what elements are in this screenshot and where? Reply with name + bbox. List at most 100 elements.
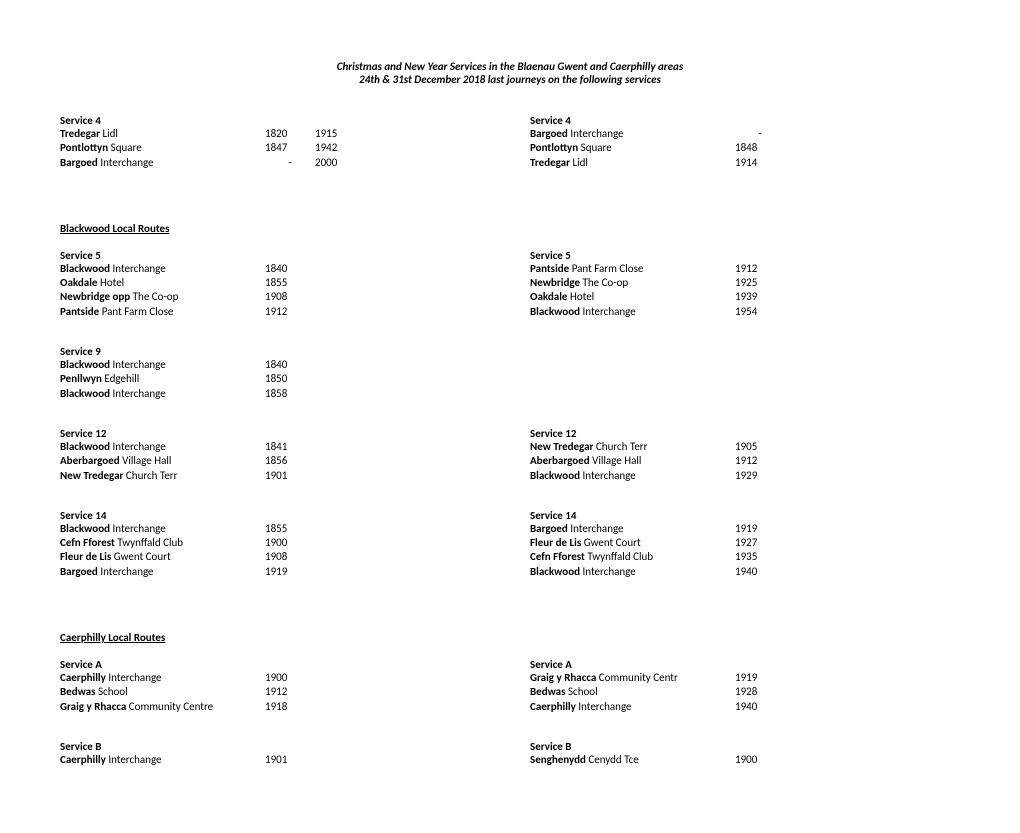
stop-name-bold: Pantside (60, 305, 99, 318)
stop-label: Blackwood Interchange (60, 262, 265, 276)
timetable-row: Blackwood Interchange1841 (60, 440, 440, 454)
timetable-row: Bargoed Interchange- (530, 127, 910, 141)
timetable-row: Senghenydd Cenydd Tce1900 (530, 753, 910, 767)
document-title: Christmas and New Year Services in the B… (200, 60, 820, 86)
stop-name-rest: Village Hall (590, 454, 642, 467)
timetable-row: Fleur de Lis Gwent Court1927 (530, 536, 910, 550)
stop-name-rest: Interchange (106, 671, 162, 684)
timetable-row: New Tredegar Church Terr1901 (60, 469, 440, 483)
stop-label: Blackwood Interchange (530, 305, 735, 319)
timetable-row: Oakdale Hotel1939 (530, 290, 910, 304)
time-1: 1954 (735, 305, 785, 319)
stop-name-bold: Bargoed (60, 565, 98, 578)
timetable-row: Tredegar Lidl18201915 (60, 127, 440, 141)
time-1: 1918 (265, 700, 315, 714)
service-name: Service B (60, 740, 440, 753)
stop-label: Oakdale Hotel (60, 276, 265, 290)
time-1: 1925 (735, 276, 785, 290)
time-1: 1939 (735, 290, 785, 304)
stop-name-bold: Senghenydd (530, 753, 586, 766)
timetable-row: Pontlottyn Square1848 (530, 141, 910, 155)
stop-label: Bargoed Interchange (530, 522, 735, 536)
stop-name-bold: Bedwas (530, 685, 566, 698)
time-1: 1912 (735, 454, 785, 468)
time-1: 1912 (735, 262, 785, 276)
stop-name-bold: Blackwood (60, 440, 110, 453)
timetable-row: Bedwas School1912 (60, 685, 440, 699)
time-2: 2000 (315, 156, 365, 170)
stop-name-rest: Interchange (110, 440, 166, 453)
stop-label: Bargoed Interchange (60, 565, 265, 579)
stop-name-rest: School (96, 685, 128, 698)
section-heading-caerphilly: Caerphilly Local Routes (60, 631, 960, 644)
stop-label: Penllwyn Edgehill (60, 372, 265, 386)
stop-label: Senghenydd Cenydd Tce (530, 753, 735, 767)
service-9-left: Service 9 Blackwood Interchange1840Penll… (60, 345, 440, 401)
stop-name-bold: Graig y Rhacca (60, 700, 126, 713)
timetable-row: Fleur de Lis Gwent Court1908 (60, 550, 440, 564)
timetable-row: Blackwood Interchange1940 (530, 565, 910, 579)
stop-label: Blackwood Interchange (60, 522, 265, 536)
stop-label: Aberbargoed Village Hall (530, 454, 735, 468)
stop-name-bold: Tredegar (60, 127, 100, 140)
stop-label: Blackwood Interchange (530, 565, 735, 579)
stop-name-rest: Interchange (98, 565, 154, 578)
stop-name-bold: Oakdale (530, 290, 567, 303)
service-a-right: Service A Graig y Rhacca Community Centr… (530, 658, 910, 714)
service-name: Service 5 (530, 249, 910, 262)
time-1: 1900 (735, 753, 785, 767)
stop-name-rest: Interchange (568, 522, 624, 535)
stop-name-bold: Blackwood (530, 469, 580, 482)
time-1: 1908 (265, 290, 315, 304)
stop-name-bold: Fleur de Lis (530, 536, 581, 549)
service-14-left: Service 14 Blackwood Interchange1855Cefn… (60, 509, 440, 579)
stop-name-rest: Gwent Court (111, 550, 170, 563)
stop-label: Blackwood Interchange (60, 440, 265, 454)
timetable-row: Bargoed Interchange -2000 (60, 156, 440, 170)
stop-label: Aberbargoed Village Hall (60, 454, 265, 468)
stop-label: Cefn Fforest Twynffald Club (60, 536, 265, 550)
stop-label: Graig y Rhacca Community Centre (60, 700, 265, 714)
timetable-row: Caerphilly Interchange1940 (530, 700, 910, 714)
stop-name-bold: Penllwyn (60, 372, 102, 385)
service-name: Service 4 (60, 114, 440, 127)
stop-name-bold: Aberbargoed (60, 454, 120, 467)
stop-name-bold: Newbridge (530, 276, 580, 289)
stop-name-bold: Bargoed (60, 156, 98, 169)
stop-name-rest: Lidl (100, 127, 118, 140)
time-1: - (265, 156, 315, 170)
service-5-right: Service 5 Pantside Pant Farm Close1912 Ne… (530, 249, 910, 319)
time-1: 1901 (265, 469, 315, 483)
stop-label: Pontlottyn Square (60, 141, 265, 155)
service-14-right: Service 14 Bargoed Interchange1919Fleur … (530, 509, 910, 579)
stop-name-bold: Bargoed (530, 522, 568, 535)
stop-name-bold: Pontlottyn (530, 141, 578, 154)
stop-name-bold: Tredegar (530, 156, 570, 169)
timetable-row: Cefn Fforest Twynffald Club1900 (60, 536, 440, 550)
stop-name-bold: Fleur de Lis (60, 550, 111, 563)
stop-label: Pantside Pant Farm Close (530, 262, 735, 276)
time-1: 1855 (265, 522, 315, 536)
stop-name-bold: Blackwood (60, 522, 110, 535)
stop-name-rest: Lidl (570, 156, 588, 169)
time-2: 1915 (315, 127, 365, 141)
timetable-row: Aberbargoed Village Hall1912 (530, 454, 910, 468)
service-name: Service A (530, 658, 910, 671)
stop-name-rest: Interchange (98, 156, 154, 169)
stop-name-rest: Square (108, 141, 142, 154)
stop-name-rest: Interchange (580, 469, 636, 482)
time-1: 1912 (265, 305, 315, 319)
stop-name-bold: Caerphilly (60, 671, 106, 684)
stop-name-bold: Blackwood (60, 387, 110, 400)
timetable-row: Pantside Pant Farm Close1912 (60, 305, 440, 319)
stop-label: Blackwood Interchange (60, 358, 265, 372)
stop-name-bold: Blackwood (530, 565, 580, 578)
time-1: 1919 (265, 565, 315, 579)
time-1: 1912 (265, 685, 315, 699)
stop-name-bold: Oakdale (60, 276, 97, 289)
stop-name-rest: Edgehill (102, 372, 139, 385)
stop-name-rest: Twynffald Club (585, 550, 653, 563)
stop-label: New Tredegar Church Terr (60, 469, 265, 483)
stop-label: Bargoed Interchange (530, 127, 735, 141)
timetable-row: Graig y Rhacca Community Centr1919 (530, 671, 910, 685)
